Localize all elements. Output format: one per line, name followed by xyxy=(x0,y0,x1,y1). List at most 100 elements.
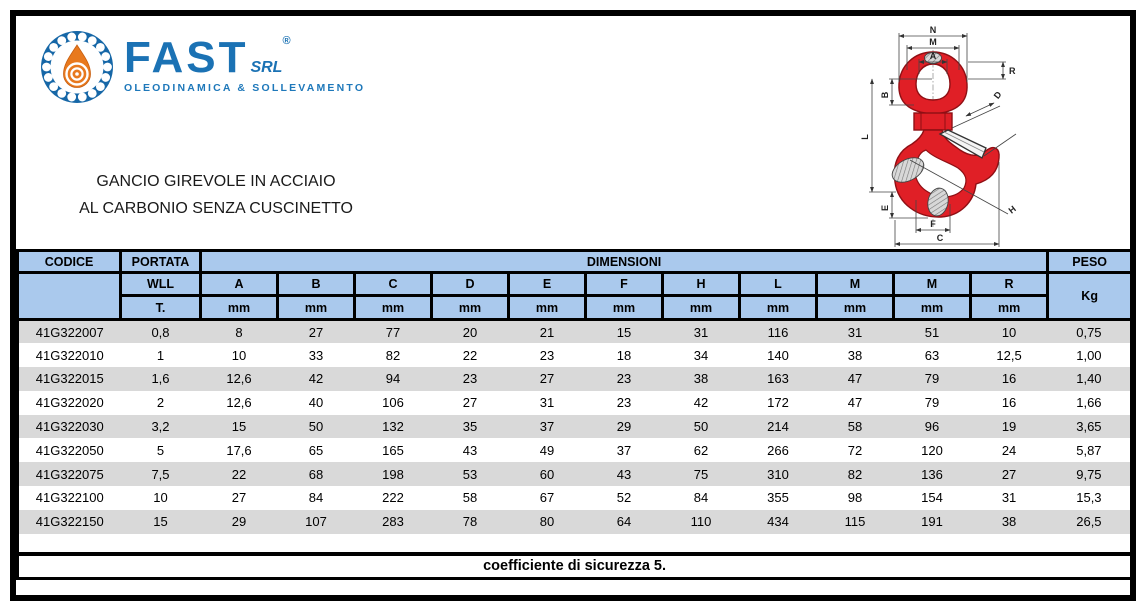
table-cell: 266 xyxy=(739,438,817,463)
header-dim-row: WLL A B C D E F H L M M R Kg xyxy=(16,271,1134,321)
table-cell: 31 xyxy=(970,486,1048,510)
table-cell: 29 xyxy=(200,509,278,534)
table-cell: 50 xyxy=(277,414,355,439)
table-cell: 283 xyxy=(354,509,432,534)
page-border-frame: FAST SRL ® OLEODINAMICA & SOLLEVAMENTO G… xyxy=(10,10,1136,601)
unit-header: mm xyxy=(661,294,741,321)
table-cell: 222 xyxy=(354,486,432,510)
table-cell: 41G322010 xyxy=(17,343,121,368)
table-cell: 214 xyxy=(739,414,817,439)
dim-col-header: C xyxy=(353,271,433,297)
title-line-2: AL CARBONIO SENZA CUSCINETTO xyxy=(79,200,353,217)
dim-label-E: E xyxy=(880,205,890,211)
table-cell: 42 xyxy=(662,390,740,415)
dim-label-A: A xyxy=(930,51,937,61)
unit-header: mm xyxy=(738,294,818,321)
table-cell: 41G322050 xyxy=(17,438,121,463)
header-group-row: CODICE PORTATA DIMENSIONI PESO xyxy=(16,249,1134,274)
table-cell: 84 xyxy=(662,486,740,510)
table-cell: 84 xyxy=(277,486,355,510)
table-cell: 172 xyxy=(739,390,817,415)
dim-label-M: M xyxy=(929,37,937,47)
table-cell: 41G322075 xyxy=(17,462,121,487)
table-cell: 1,40 xyxy=(1047,367,1132,391)
table-cell: 165 xyxy=(354,438,432,463)
table-cell: 15 xyxy=(120,509,201,534)
table-cell: 41G322015 xyxy=(17,367,121,391)
table-cell: 94 xyxy=(354,367,432,391)
table-cell: 58 xyxy=(431,486,509,510)
table-cell: 22 xyxy=(200,462,278,487)
codice-empty-header xyxy=(16,271,122,321)
spacer-row xyxy=(17,533,1132,554)
table-cell: 116 xyxy=(739,319,817,344)
dim-col-header: M xyxy=(892,271,972,297)
table-cell: 51 xyxy=(893,319,971,344)
table-cell: 5,87 xyxy=(1047,438,1132,463)
table-cell: 42 xyxy=(277,367,355,391)
table-cell: 10 xyxy=(120,486,201,510)
table-cell: 7,5 xyxy=(120,462,201,487)
table-row: 41G322030 3,2 15 50 132 35 37 29 50 214 58 96 19 3,65 xyxy=(17,414,1132,439)
table-cell: 50 xyxy=(662,414,740,439)
table-cell: 8 xyxy=(200,319,278,344)
brand-suffix: SRL xyxy=(250,58,283,76)
portata-header: PORTATA xyxy=(119,249,202,274)
table-cell: 10 xyxy=(200,343,278,368)
table-cell: 35 xyxy=(431,414,509,439)
table-cell: 163 xyxy=(739,367,817,391)
table-cell: 67 xyxy=(508,486,586,510)
table-cell: 27 xyxy=(508,367,586,391)
table-row: 41G322007 0,8 8 27 77 20 21 15 31 116 31 51 10 0,75 xyxy=(17,319,1132,344)
table-cell: 77 xyxy=(354,319,432,344)
dim-label-L: L xyxy=(860,134,870,140)
table-cell: 41G322150 xyxy=(17,509,121,534)
table-cell: 27 xyxy=(200,486,278,510)
dim-label-F: F xyxy=(930,219,936,229)
wll-header: WLL xyxy=(119,271,202,297)
table-cell: 3,2 xyxy=(120,414,201,439)
dim-label-C: C xyxy=(937,233,944,243)
table-cell: 5 xyxy=(120,438,201,463)
logo-text: FAST SRL ® OLEODINAMICA & SOLLEVAMENTO xyxy=(124,30,365,94)
table-cell: 37 xyxy=(508,414,586,439)
table-cell: 1,66 xyxy=(1047,390,1132,415)
table-cell: 110 xyxy=(662,509,740,534)
table-cell: 40 xyxy=(277,390,355,415)
table-cell: 434 xyxy=(739,509,817,534)
table-cell: 64 xyxy=(585,509,663,534)
table-cell: 63 xyxy=(893,343,971,368)
dim-col-header: D xyxy=(430,271,510,297)
table-cell: 23 xyxy=(585,390,663,415)
table-cell: 82 xyxy=(354,343,432,368)
table-cell: 107 xyxy=(277,509,355,534)
footer-note: coefficiente di sicurezza 5. xyxy=(17,551,1132,579)
company-logo: FAST SRL ® OLEODINAMICA & SOLLEVAMENTO xyxy=(40,30,365,104)
table-cell: 65 xyxy=(277,438,355,463)
dim-label-B: B xyxy=(880,91,890,98)
table-cell: 132 xyxy=(354,414,432,439)
table-cell: 115 xyxy=(816,509,894,534)
table-cell: 75 xyxy=(662,462,740,487)
header-unit-row: T. mm mm mm mm mm mm mm mm mm mm mm xyxy=(18,294,1132,321)
table-cell: 27 xyxy=(277,319,355,344)
table-cell: 34 xyxy=(662,343,740,368)
table-cell: 22 xyxy=(431,343,509,368)
table-cell: 41G322020 xyxy=(17,390,121,415)
unit-header: mm xyxy=(276,294,356,321)
table-cell: 120 xyxy=(893,438,971,463)
table-cell: 191 xyxy=(893,509,971,534)
table-cell: 23 xyxy=(431,367,509,391)
dim-col-header: B xyxy=(276,271,356,297)
table-row: 41G322050 5 17,6 65 165 43 49 37 62 266 72 120 24 5,8… xyxy=(17,438,1132,463)
table-cell: 47 xyxy=(816,390,894,415)
dim-col-header: R xyxy=(968,271,1050,297)
table-cell: 15,3 xyxy=(1047,486,1132,510)
table-cell: 198 xyxy=(354,462,432,487)
table-cell: 15 xyxy=(585,319,663,344)
dim-col-header: A xyxy=(199,271,279,297)
table-cell: 79 xyxy=(893,367,971,391)
table-cell: 140 xyxy=(739,343,817,368)
unit-header: mm xyxy=(430,294,510,321)
